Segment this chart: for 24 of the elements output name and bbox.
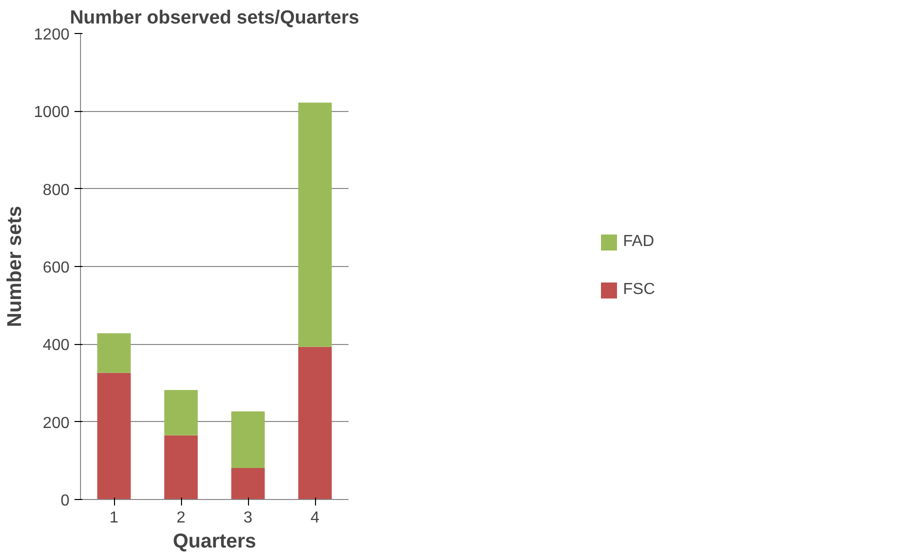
chart-title: Number observed sets/Quarters [70,8,360,28]
x-tick-label: 1 [110,510,119,526]
bar [231,411,265,468]
bar [164,390,198,436]
y-tick-label: 200 [42,414,70,432]
y-tick-label: 800 [42,182,70,199]
y-axis-title: Number sets [4,206,26,328]
bar [97,333,131,373]
y-tick-label: 600 [42,260,70,276]
x-tick-label: 3 [244,510,253,526]
bar [298,102,332,347]
legend-label: FSC [623,281,655,299]
x-tick-label: 4 [310,510,320,526]
bar [164,435,198,500]
y-tick-label: 1000 [34,104,70,122]
bar [97,372,131,500]
legend-label: FAD [623,233,654,251]
bar [231,468,265,500]
y-tick-label: 400 [42,337,70,354]
y-tick-label: 0 [60,492,70,510]
x-tick-label: 2 [176,510,186,526]
bar [298,346,332,500]
y-tick-label: 1200 [34,26,70,44]
x-axis-title: Quarters [172,530,256,552]
